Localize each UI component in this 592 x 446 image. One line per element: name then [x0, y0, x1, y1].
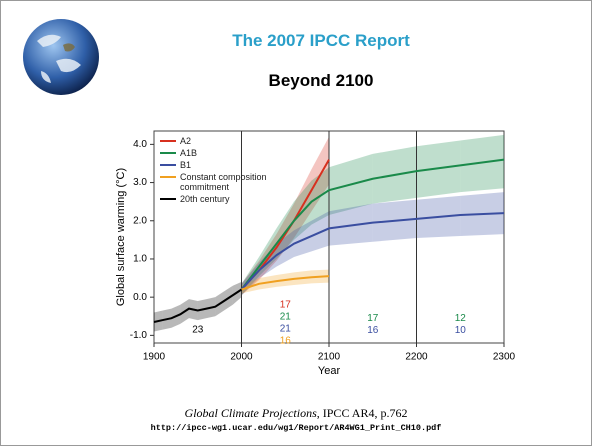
legend-label: A1B	[180, 148, 275, 158]
legend-label: Constant composition commitment	[180, 172, 275, 192]
caption-source: , IPCC AR4, p.762	[317, 406, 408, 420]
y-axis-label: Global surface warming (°C)	[115, 168, 127, 306]
legend-label: A2	[180, 136, 275, 146]
model-count: 21	[280, 311, 292, 322]
model-count: 16	[280, 335, 292, 346]
y-tick-label: -1.0	[130, 330, 148, 341]
caption-title: Global Climate Projections	[185, 406, 317, 420]
model-count: 17	[280, 299, 292, 310]
slide: 1900 2000 2100 2200 2300 -1.0 0.0 1.0 2.0 3.0 4.0 Y…	[0, 0, 592, 446]
x-axis-label: Year	[318, 365, 341, 377]
slide-subtitle: Beyond 2100	[121, 71, 521, 91]
x-tick-label: 2100	[318, 352, 341, 363]
y-tick-label: 4.0	[133, 139, 147, 150]
x-tick-label: 2000	[230, 352, 253, 363]
y-tick-label: 2.0	[133, 215, 147, 226]
x-tick-label: 1900	[143, 352, 166, 363]
caption-url: http://ipcc-wg1.ucar.edu/wg1/Report/AR4W…	[1, 423, 591, 433]
y-tick-label: 0.0	[133, 292, 147, 303]
model-count: 12	[455, 313, 467, 324]
model-count: 21	[280, 323, 292, 334]
model-count: 17	[367, 313, 379, 324]
y-tick-label: 1.0	[133, 254, 147, 265]
legend-label: B1	[180, 160, 275, 170]
globe-icon	[23, 19, 99, 95]
legend-label: 20th century	[180, 194, 275, 204]
caption: Global Climate Projections, IPCC AR4, p.…	[1, 406, 591, 421]
model-count: 23	[192, 324, 204, 335]
model-count: 16	[367, 325, 379, 336]
y-tick-label: 3.0	[133, 177, 147, 188]
model-count: 10	[455, 325, 467, 336]
x-tick-label: 2300	[493, 352, 516, 363]
slide-title: The 2007 IPCC Report	[121, 31, 521, 51]
chart: 1900 2000 2100 2200 2300 -1.0 0.0 1.0 2.0 3.0 4.0 Y…	[1, 1, 591, 445]
x-tick-label: 2200	[405, 352, 428, 363]
